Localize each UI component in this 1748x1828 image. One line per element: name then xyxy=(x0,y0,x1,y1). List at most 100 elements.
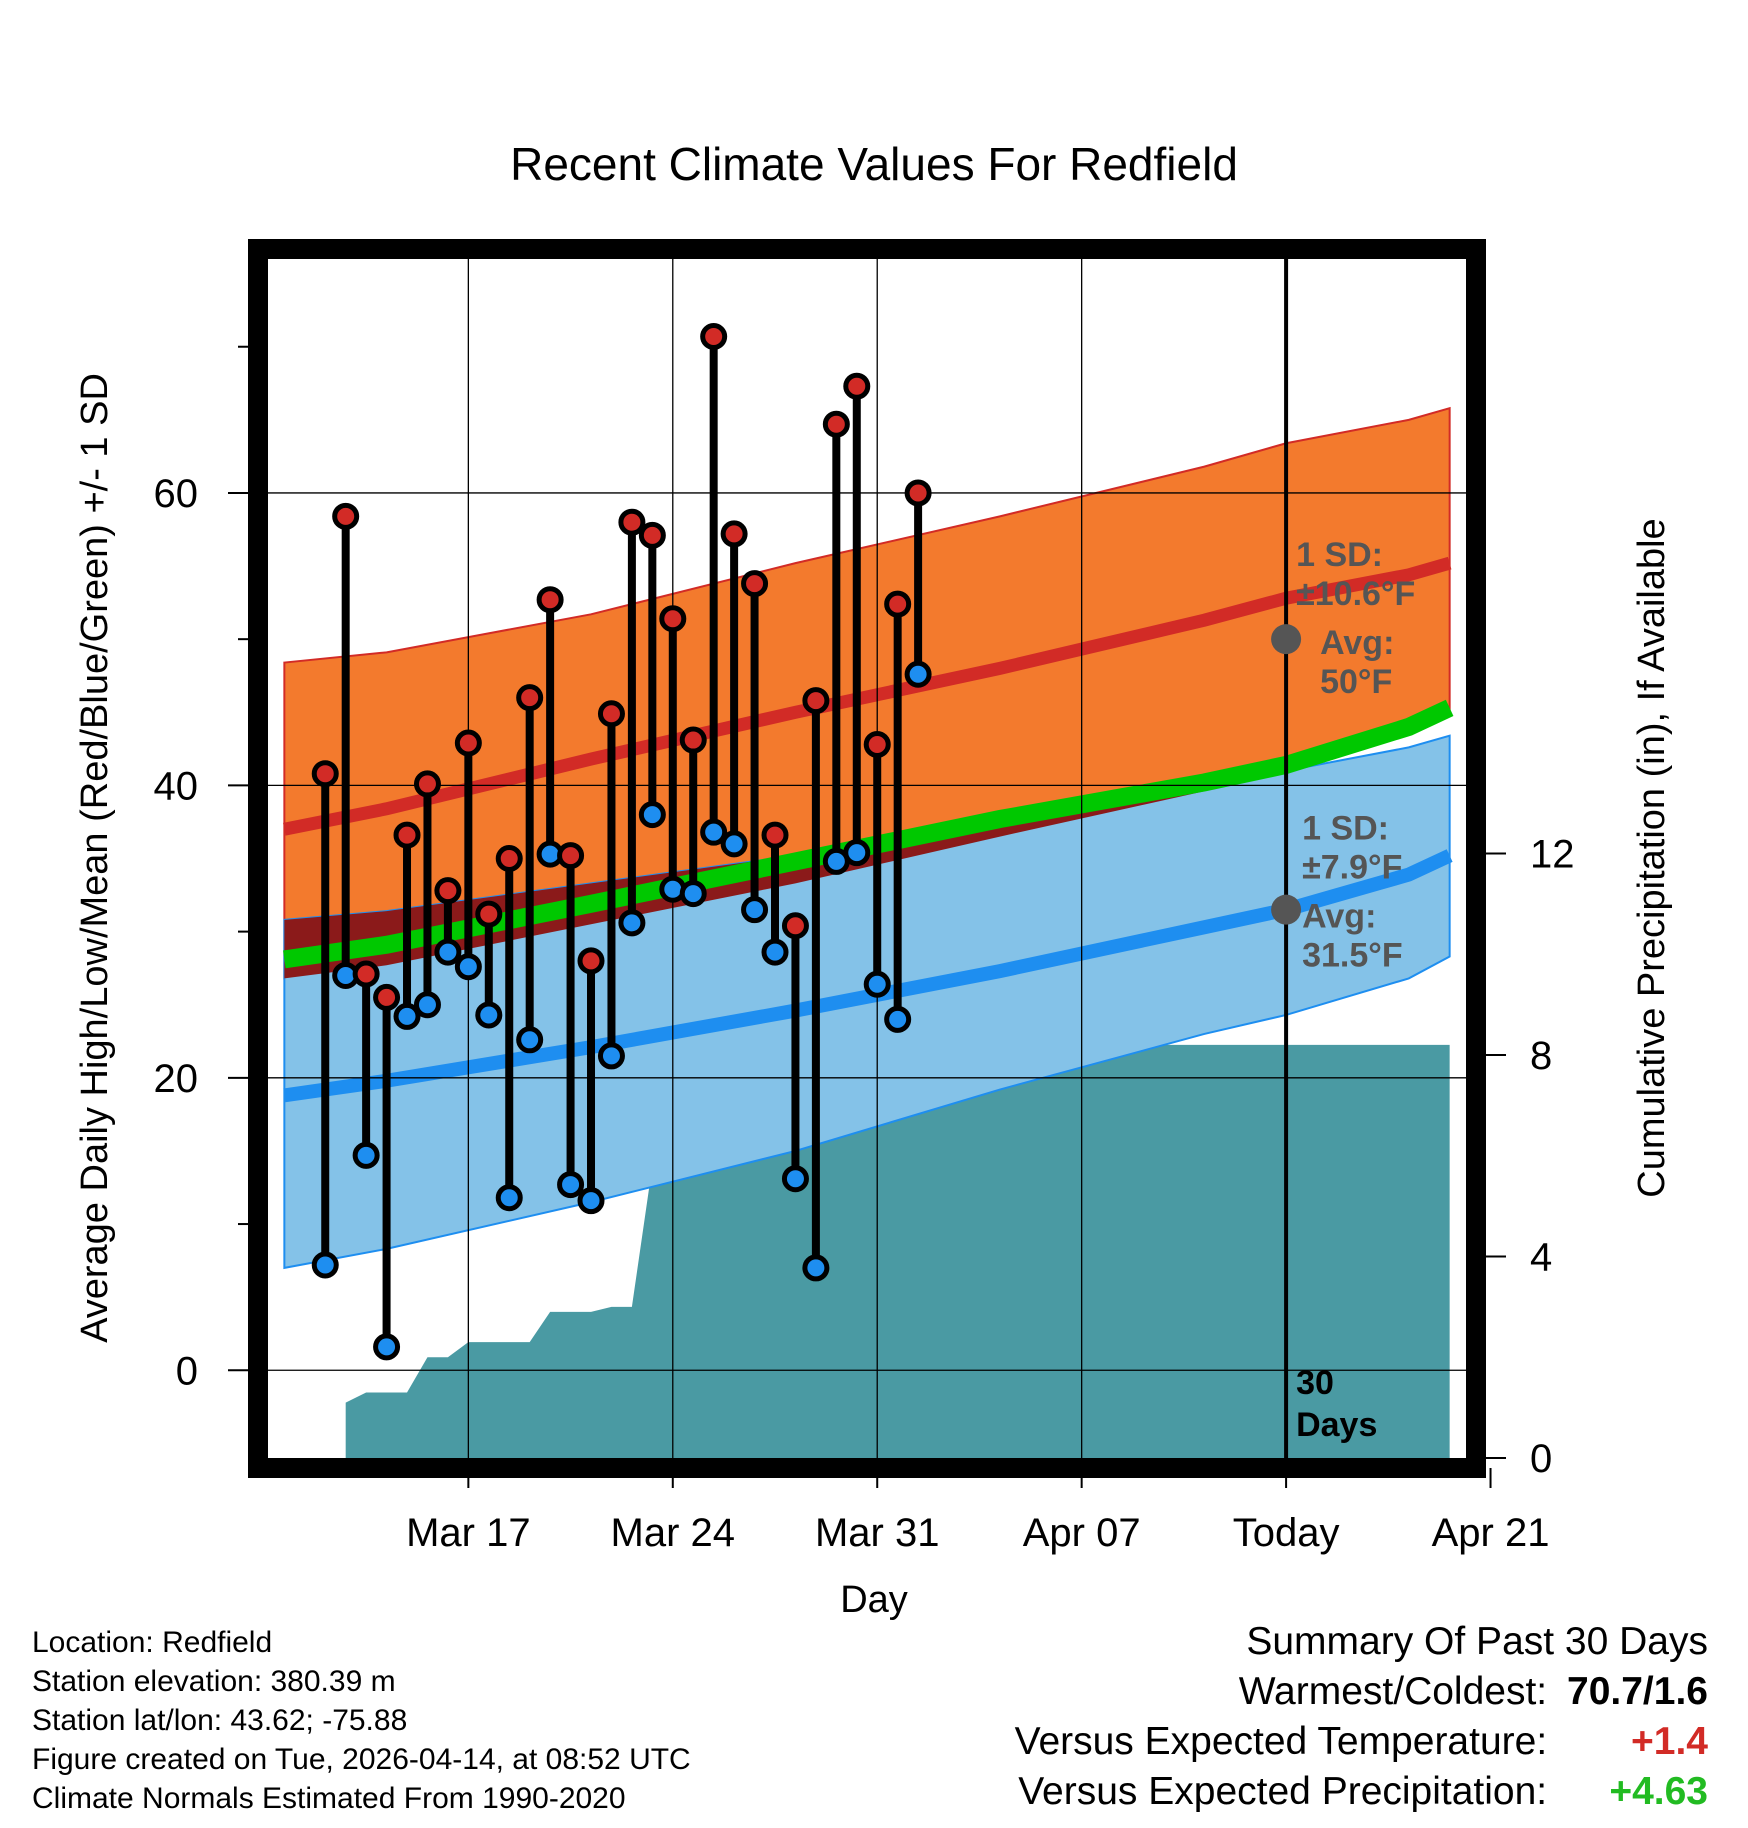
daily-low-point xyxy=(741,896,769,924)
summary-title: Summary Of Past 30 Days xyxy=(1246,1620,1708,1663)
daily-high-point xyxy=(413,770,441,798)
daily-high-point xyxy=(843,372,871,400)
info-elevation: Station elevation: 380.39 m xyxy=(32,1665,396,1698)
daily-low-point xyxy=(618,909,646,937)
annotation-sd-label: 1 SD: xyxy=(1296,536,1383,574)
today-days-number: 30 xyxy=(1296,1364,1334,1402)
daily-low-point xyxy=(884,1005,912,1033)
summary-warmest-row: Warmest/Coldest: 70.7/1.6 xyxy=(1239,1670,1708,1714)
daily-low-point xyxy=(720,830,748,858)
daily-high-point xyxy=(659,605,687,633)
summary-temp-label: Versus Expected Temperature: xyxy=(1014,1720,1548,1763)
daily-high-point xyxy=(475,900,503,928)
plot-frame xyxy=(248,239,1486,1478)
daily-high-point xyxy=(679,726,707,754)
x-tick-label: Mar 24 xyxy=(611,1511,736,1555)
summary-precip-row: Versus Expected Precipitation: +4.63 xyxy=(1018,1770,1708,1814)
y-tick-label-left: 40 xyxy=(154,764,199,808)
summary-warmest-value: 70.7/1.6 xyxy=(1567,1670,1708,1713)
daily-high-point xyxy=(516,684,544,712)
annotation-avg-label: Avg: xyxy=(1302,898,1376,936)
daily-high-point xyxy=(700,322,728,350)
daily-low-point xyxy=(454,953,482,981)
daily-high-point xyxy=(495,845,523,872)
daily-high-point xyxy=(597,700,625,728)
annotation-sd-label: 1 SD: xyxy=(1302,810,1389,848)
today-days-word: Days xyxy=(1296,1406,1377,1444)
x-axis-label: Day xyxy=(840,1579,908,1620)
daily-high-point xyxy=(311,760,339,788)
annotation-average-point xyxy=(1271,624,1302,655)
mean-normal-line xyxy=(283,699,1454,969)
daily-low-point xyxy=(761,938,789,966)
daily-high-point xyxy=(557,842,585,870)
chart-title: Recent Climate Values For Redfield xyxy=(510,138,1238,190)
info-created: Figure created on Tue, 2026-04-14, at 08… xyxy=(32,1743,691,1776)
x-tick-label: Mar 31 xyxy=(815,1511,940,1555)
daily-high-point xyxy=(352,960,380,988)
daily-high-point xyxy=(781,912,809,940)
annotation-avg-value: 31.5°F xyxy=(1302,937,1403,975)
annotation-avg-value: 50°F xyxy=(1320,663,1392,701)
climate-chart: Recent Climate Values For Redfield 1 SD:… xyxy=(74,138,1673,1620)
daily-high-point xyxy=(454,729,482,757)
y-axis-label-right: Cumulative Precipitation (in), If Availa… xyxy=(1631,518,1673,1197)
daily-low-point xyxy=(413,991,441,1019)
daily-high-point xyxy=(761,821,789,849)
daily-low-point xyxy=(597,1042,625,1070)
summary-warmest-label: Warmest/Coldest: xyxy=(1238,1670,1548,1713)
info-latlon: Station lat/lon: 43.62; -75.88 xyxy=(32,1704,408,1737)
daily-high-point xyxy=(720,520,748,548)
daily-low-point xyxy=(904,660,932,688)
x-tick-label: Apr 21 xyxy=(1432,1511,1550,1555)
summary-precip-label: Versus Expected Precipitation: xyxy=(1018,1770,1548,1813)
y-axis-label-left: Average Daily High/Low/Mean (Red/Blue/Gr… xyxy=(74,373,116,1343)
daily-high-point xyxy=(741,570,769,598)
daily-low-point xyxy=(802,1254,830,1282)
daily-high-point xyxy=(332,502,360,530)
daily-high-point xyxy=(536,586,564,614)
y-tick-label-right: 0 xyxy=(1530,1437,1552,1481)
y-tick-label-left: 0 xyxy=(176,1349,198,1393)
daily-low-point xyxy=(679,880,707,908)
annotation-avg-label: Avg: xyxy=(1320,624,1394,662)
daily-high-point xyxy=(802,687,830,715)
daily-low-point xyxy=(393,1002,421,1030)
daily-low-point xyxy=(434,938,462,966)
daily-high-point xyxy=(904,479,932,507)
summary-temp-value: +1.4 xyxy=(1631,1720,1708,1763)
daily-high-point xyxy=(618,508,646,536)
daily-low-point xyxy=(781,1165,809,1193)
daily-high-point xyxy=(434,877,462,905)
daily-high-point xyxy=(393,821,421,849)
band-overlap xyxy=(284,788,1205,979)
daily-high-point xyxy=(373,983,401,1011)
daily-high-point xyxy=(822,410,850,438)
info-normals: Climate Normals Estimated From 1990-2020 xyxy=(32,1782,626,1815)
daily-low-point xyxy=(475,1001,503,1029)
x-tick-label: Mar 17 xyxy=(406,1511,531,1555)
annotation-average-point xyxy=(1271,894,1302,925)
info-location: Location: Redfield xyxy=(32,1626,273,1659)
daily-low-point xyxy=(352,1141,380,1169)
annotation-sd-value: ±7.9°F xyxy=(1302,849,1402,887)
precip-area xyxy=(345,1044,1450,1458)
daily-low-point xyxy=(638,801,666,829)
plot-area xyxy=(268,259,1466,1458)
y-tick-label-right: 8 xyxy=(1530,1034,1552,1078)
daily-high-point xyxy=(577,947,605,975)
daily-high-point xyxy=(884,590,912,618)
daily-low-point xyxy=(495,1184,523,1212)
annotation-sd-value: ±10.6°F xyxy=(1296,575,1415,613)
x-tick-label: Today xyxy=(1233,1511,1340,1555)
daily-low-point xyxy=(843,839,871,867)
y-tick-label-left: 60 xyxy=(154,472,199,516)
x-tick-label: Apr 07 xyxy=(1023,1511,1141,1555)
daily-high-point xyxy=(863,730,891,758)
y-tick-label-right: 4 xyxy=(1530,1235,1552,1279)
high-normal-line xyxy=(283,556,1452,836)
daily-high-point xyxy=(638,521,666,549)
summary-precip-value: +4.63 xyxy=(1609,1770,1708,1813)
y-tick-label-left: 20 xyxy=(154,1057,199,1101)
